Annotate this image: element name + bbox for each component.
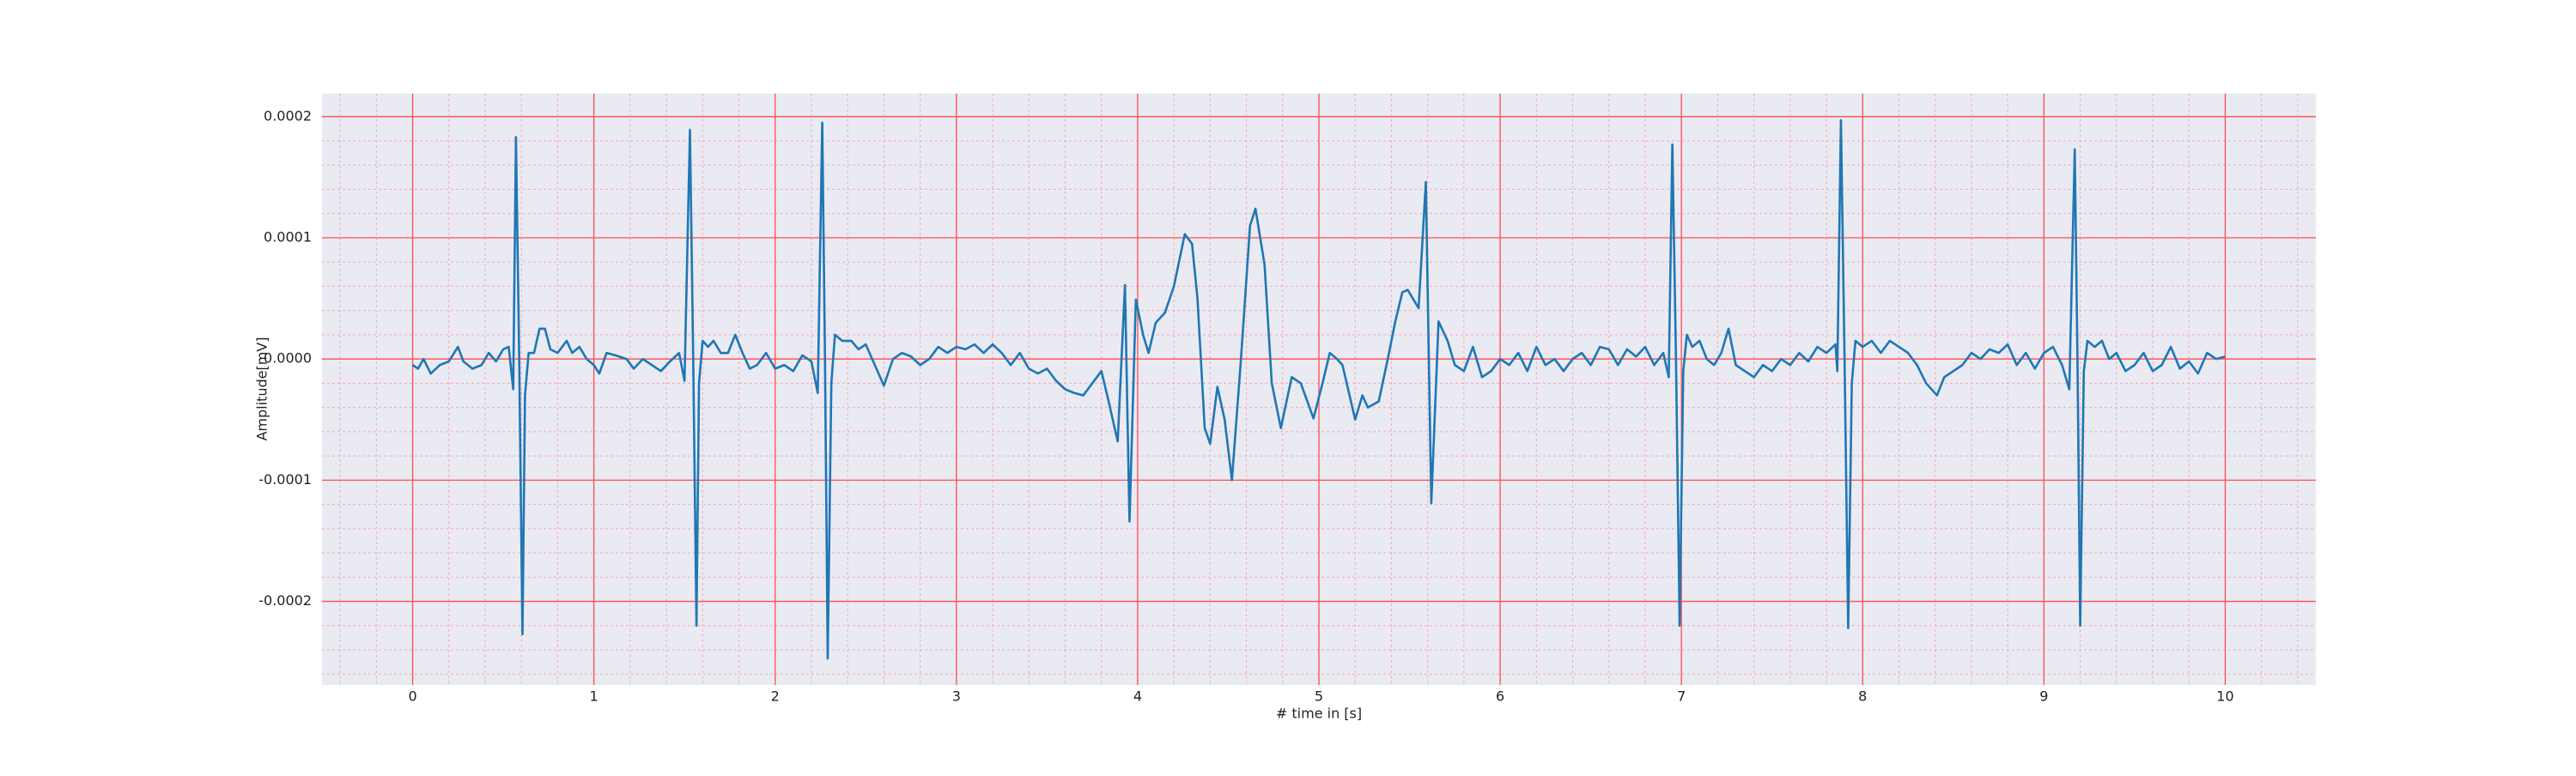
y-axis-label: Amplitude[mV] <box>254 336 270 440</box>
y-tick-label: -0.0001 <box>258 471 312 488</box>
y-tick-label: 0.0002 <box>264 107 312 124</box>
x-tick-label: 7 <box>1677 688 1686 705</box>
x-tick-label: 10 <box>2216 688 2233 705</box>
x-tick-label: 9 <box>2039 688 2048 705</box>
x-tick-label: 5 <box>1315 688 1323 705</box>
x-tick-label: 2 <box>771 688 780 705</box>
x-tick-label: 0 <box>408 688 416 705</box>
x-axis-label: # time in [s] <box>1276 706 1362 722</box>
signal-line <box>411 118 2226 660</box>
x-tick-label: 4 <box>1133 688 1142 705</box>
x-tick-label: 6 <box>1496 688 1504 705</box>
y-tick-label: -0.0002 <box>258 592 312 609</box>
x-tick-label: 8 <box>1858 688 1867 705</box>
x-tick-label: 1 <box>590 688 598 705</box>
y-tick-label: 0.0000 <box>264 350 312 367</box>
y-tick-label: 0.0001 <box>264 229 312 246</box>
x-tick-label: 3 <box>952 688 961 705</box>
